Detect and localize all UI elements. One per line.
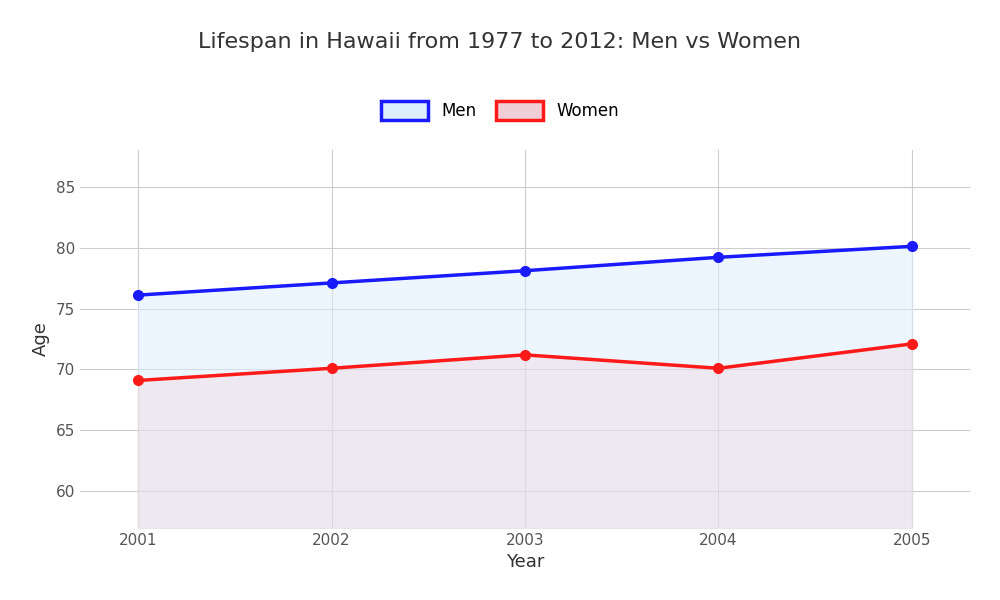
Legend: Men, Women: Men, Women <box>381 101 619 120</box>
Text: Lifespan in Hawaii from 1977 to 2012: Men vs Women: Lifespan in Hawaii from 1977 to 2012: Me… <box>198 32 802 52</box>
X-axis label: Year: Year <box>506 553 544 571</box>
Y-axis label: Age: Age <box>32 322 50 356</box>
